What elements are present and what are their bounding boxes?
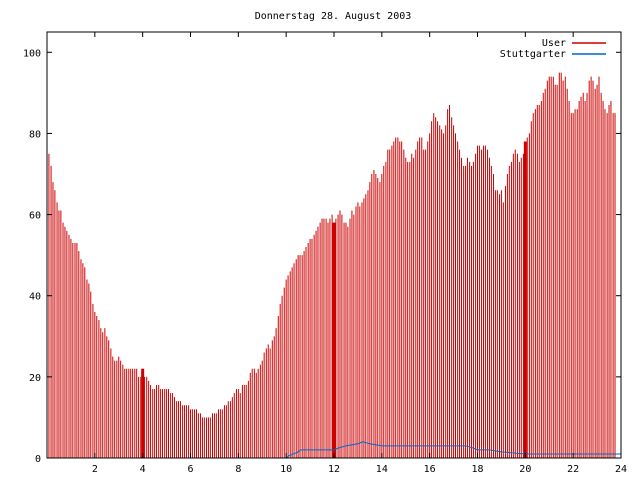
- y-tick-label: 0: [35, 454, 41, 465]
- x-tick-label: 16: [424, 464, 436, 475]
- x-tick-label: 12: [328, 464, 340, 475]
- y-tick-label: 60: [29, 211, 41, 222]
- y-tick-label: 80: [29, 129, 41, 140]
- stuttgarter-series-line: [47, 441, 621, 459]
- y-tick-label: 40: [29, 292, 41, 303]
- x-tick-label: 14: [376, 464, 388, 475]
- y-tick-label: 100: [23, 48, 41, 59]
- user-series-markers: [141, 141, 527, 458]
- legend: User Stuttgarter: [500, 38, 606, 60]
- y-tick-label: 20: [29, 373, 41, 384]
- y-axis: 0 20 40 60 80 100: [23, 48, 621, 465]
- x-tick-label: 2: [92, 464, 98, 475]
- x-tick-label: 18: [471, 464, 483, 475]
- x-tick-label: 6: [187, 464, 193, 475]
- x-tick-label: 10: [280, 464, 292, 475]
- x-tick-label: 8: [235, 464, 241, 475]
- x-tick-label: 4: [140, 464, 146, 475]
- x-tick-label: 24: [615, 464, 627, 475]
- legend-stuttgarter-label: Stuttgarter: [500, 49, 566, 60]
- legend-user-label: User: [542, 38, 566, 49]
- x-tick-label: 20: [519, 464, 531, 475]
- chart-title: Donnerstag 28. August 2003: [255, 11, 412, 22]
- x-axis: 2 4 6 8 10 12 14 16 18 20 22 24: [92, 32, 627, 475]
- x-tick-label: 22: [567, 464, 579, 475]
- user-series: [46, 72, 616, 458]
